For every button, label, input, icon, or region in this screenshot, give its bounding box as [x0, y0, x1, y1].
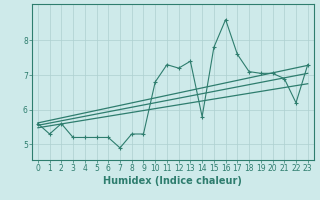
X-axis label: Humidex (Indice chaleur): Humidex (Indice chaleur): [103, 176, 242, 186]
